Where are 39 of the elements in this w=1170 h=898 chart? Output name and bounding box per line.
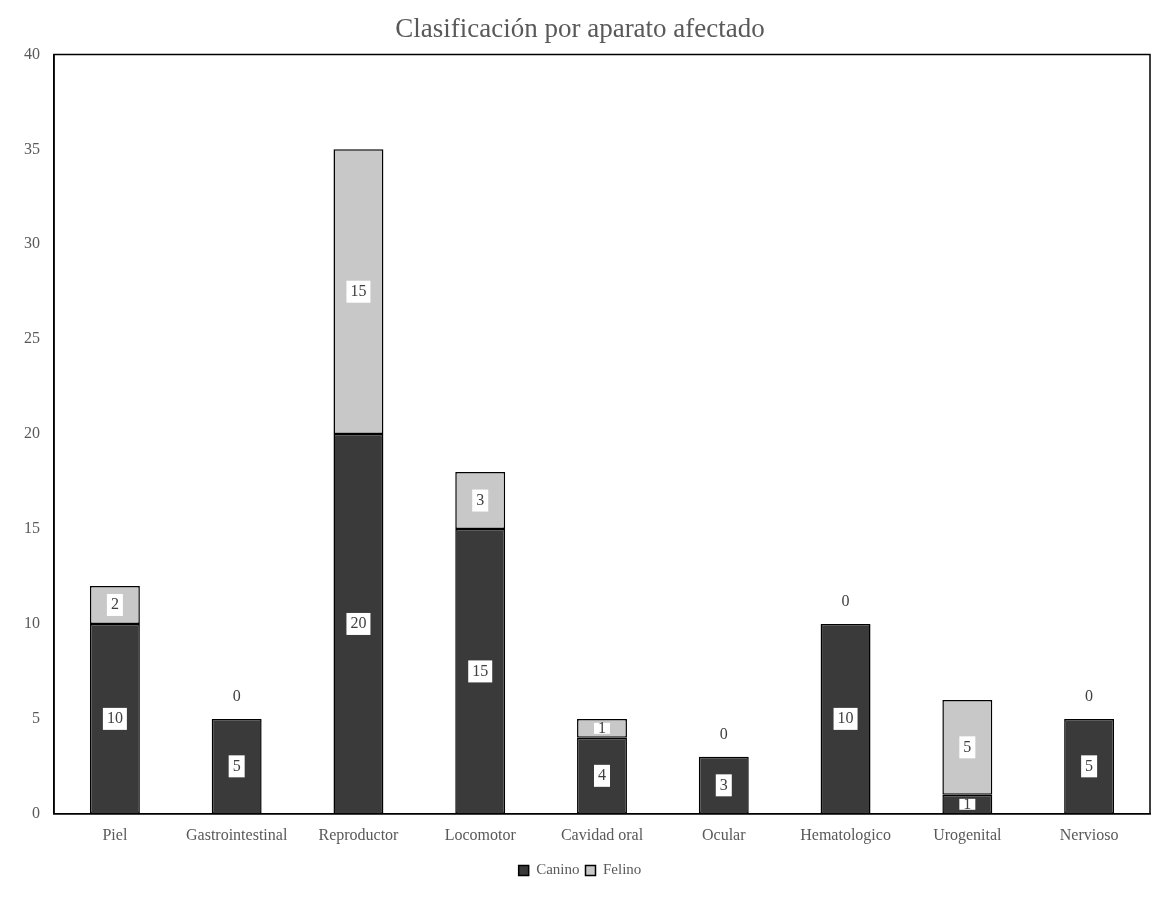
x-tick-label: Gastrointestinal [186, 825, 288, 843]
data-label: 0 [232, 687, 241, 705]
y-tick-label: 5 [32, 709, 40, 727]
x-tick-label: Urogenital [933, 825, 1003, 844]
y-tick-label: 30 [24, 234, 40, 252]
data-label: 5 [1085, 756, 1094, 774]
y-tick-label: 0 [32, 804, 40, 821]
data-label: 0 [841, 592, 850, 610]
chart-title: Clasificación por aparato afectado [395, 13, 765, 44]
data-label: 3 [719, 775, 728, 793]
y-tick-label: 40 [24, 44, 40, 62]
x-tick-label: Reproductor [318, 825, 400, 844]
x-tick-label: Nervioso [1059, 825, 1119, 843]
data-label: 1 [963, 794, 972, 812]
x-tick-label: Ocular [702, 825, 747, 843]
data-label: 3 [476, 490, 485, 508]
data-label: 15 [472, 661, 489, 679]
data-label: 10 [837, 709, 854, 727]
y-tick-label: 15 [24, 519, 40, 537]
data-label: 10 [106, 709, 123, 727]
legend-label: Canino [536, 861, 580, 878]
data-label: 5 [232, 756, 241, 774]
x-tick-label: Cavidad oral [560, 825, 644, 843]
y-tick-label: 35 [24, 139, 40, 157]
y-tick-label: 25 [24, 329, 40, 347]
x-tick-label: Hematologico [800, 825, 891, 844]
data-label: 0 [1085, 687, 1094, 705]
y-tick-label: 20 [24, 424, 40, 442]
data-label: 1 [598, 718, 606, 736]
y-tick-label: 10 [24, 614, 40, 632]
data-label: 4 [598, 766, 606, 784]
x-tick-label: Piel [102, 825, 128, 843]
data-label: 15 [350, 281, 367, 299]
x-tick-label: Locomotor [444, 825, 517, 843]
data-label: 2 [110, 595, 119, 613]
data-label: 20 [350, 614, 367, 632]
data-label: 5 [963, 737, 972, 755]
data-label: 0 [719, 725, 728, 743]
legend-label: Felino [603, 861, 642, 878]
